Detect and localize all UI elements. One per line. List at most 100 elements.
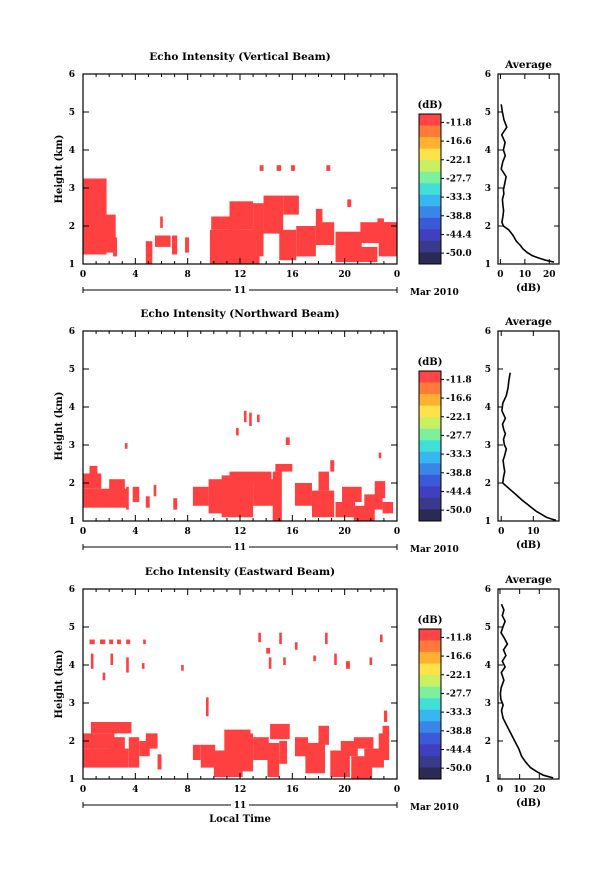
x-tick-label: 0: [394, 270, 400, 280]
colorbar-label: -27.7: [446, 689, 472, 699]
colorbar-segment: [419, 744, 441, 757]
echo-cell: [237, 733, 254, 772]
colorbar-segment: [419, 709, 441, 722]
date-month: Mar 2010: [410, 288, 459, 298]
colorbar-segment: [419, 428, 441, 441]
colorbar-label: -38.8: [446, 727, 472, 737]
x-tick-label: 8: [185, 527, 191, 537]
echo-cell: [383, 222, 397, 238]
profile-y-tick-label: 3: [485, 184, 491, 194]
profile-title: Average: [504, 59, 552, 71]
x-tick-label: 8: [185, 270, 191, 280]
colorbar-label: -11.8: [446, 118, 472, 128]
echo-cell: [200, 744, 216, 768]
echo-cell: [305, 742, 326, 774]
colorbar-segment: [419, 509, 441, 522]
colorbar-label: -22.1: [446, 413, 472, 423]
echo-cell: [253, 203, 264, 257]
colorbar-label: -16.6: [446, 652, 472, 662]
colorbar-segment: [419, 217, 441, 230]
profile-x-tick-label: 0: [497, 270, 503, 280]
profile-y-tick-label: 1: [485, 517, 491, 527]
echo-cell: [83, 218, 86, 230]
y-tick-label: 6: [69, 585, 75, 595]
y-tick-label: 3: [69, 441, 75, 451]
colorbar-label: -38.8: [446, 212, 472, 222]
x-tick-label: 4: [132, 527, 138, 537]
echo-cell: [263, 195, 284, 234]
echo-cell: [259, 165, 264, 171]
colorbar-label: -44.4: [446, 230, 472, 240]
y-tick-label: 5: [69, 365, 75, 375]
profile-title: Average: [504, 574, 552, 586]
profile-y-tick-label: 4: [485, 146, 491, 156]
echo-cell: [128, 737, 140, 768]
profile-y-tick-label: 5: [485, 623, 491, 633]
chart-title: Echo Intensity (Vertical Beam): [149, 51, 330, 63]
echo-cell: [171, 235, 178, 255]
colorbar-label: -50.0: [446, 506, 472, 516]
y-axis-label: Height (km): [54, 392, 65, 461]
echo-cell: [379, 634, 383, 643]
echo-cell: [157, 754, 162, 770]
echo-cell: [330, 460, 335, 472]
echo-cell: [291, 165, 295, 171]
echo-cells: [83, 632, 390, 779]
echo-cell: [257, 414, 260, 423]
echo-cell: [345, 661, 350, 669]
profile-y-tick-label: 1: [485, 775, 491, 785]
y-tick-label: 6: [69, 70, 75, 80]
colorbar-label: -33.3: [446, 193, 472, 203]
echo-cell: [153, 484, 157, 497]
colorbar-segment: [419, 629, 441, 641]
colorbar-frame: [418, 113, 442, 265]
profile-title: Average: [504, 316, 552, 328]
y-tick-label: 1: [69, 260, 75, 270]
echo-cell: [378, 452, 382, 459]
colorbar-segment: [419, 652, 441, 665]
colorbar-segment: [419, 686, 441, 699]
y-tick-label: 1: [69, 775, 75, 785]
colorbar-segment: [419, 721, 441, 734]
x-tick-label: 16: [286, 785, 299, 795]
echo-cell: [145, 241, 153, 264]
profile-y-tick-label: 1: [485, 260, 491, 270]
colorbar-segment: [419, 451, 441, 464]
colorbar-segment: [419, 171, 441, 184]
echo-cell: [192, 744, 201, 760]
echo-cell: [340, 741, 358, 757]
y-axis-label: Height (km): [54, 135, 65, 204]
echo-cell: [96, 210, 103, 223]
date-day: 11: [234, 286, 247, 296]
colorbar-segment: [419, 663, 441, 676]
x-tick-label: 8: [185, 785, 191, 795]
profile-line: [501, 372, 557, 521]
colorbar-label: -16.6: [446, 137, 472, 147]
date-day: 11: [234, 543, 247, 553]
colorbar-segment: [419, 148, 441, 161]
profile-y-tick-label: 4: [485, 403, 491, 413]
profile-x-tick-label: 10: [513, 785, 526, 795]
echo-cell: [139, 741, 150, 757]
echo-cell: [355, 246, 378, 263]
echo-cell: [279, 741, 288, 764]
echo-cell: [141, 663, 145, 669]
colorbar-segment: [419, 486, 441, 499]
y-tick-label: 4: [69, 146, 75, 156]
colorbar-segment: [419, 114, 441, 126]
x-tick-label: 0: [394, 785, 400, 795]
x-tick-label: 16: [286, 270, 299, 280]
echo-cell: [236, 427, 239, 436]
echo-cell: [126, 657, 129, 673]
colorbar-label: -11.8: [446, 375, 472, 385]
echo-cell: [258, 632, 261, 643]
profile-y-tick-label: 4: [485, 661, 491, 671]
profile-frame: [497, 330, 560, 522]
echo-cell: [330, 750, 350, 778]
colorbar-unit: (dB): [418, 615, 443, 626]
chart-title: Echo Intensity (Northward Beam): [140, 308, 339, 320]
colorbar-segment: [419, 405, 441, 418]
colorbar-segment: [419, 137, 441, 150]
y-tick-label: 5: [69, 623, 75, 633]
colorbar-segment: [419, 183, 441, 196]
